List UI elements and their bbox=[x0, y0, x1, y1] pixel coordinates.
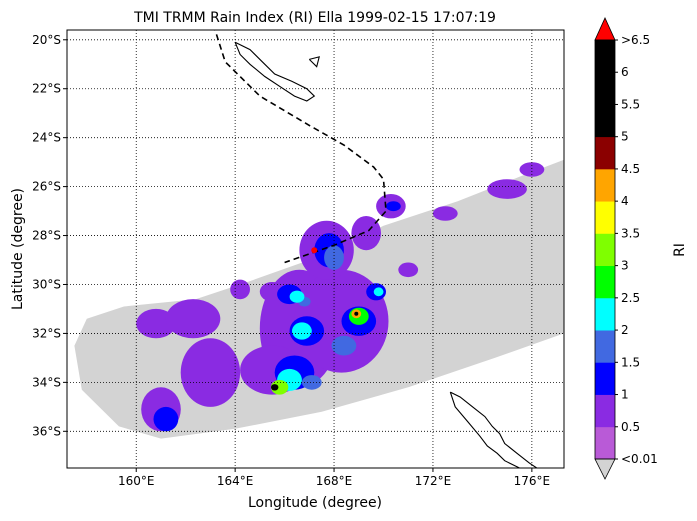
rain-layer bbox=[136, 162, 545, 432]
rain-cell bbox=[153, 406, 179, 432]
x-tick-label: 176°E bbox=[514, 474, 551, 488]
colorbar-under-arrow bbox=[594, 458, 616, 480]
colorbar-tick-label: 0.5 bbox=[621, 420, 640, 434]
y-tick-label: 24°S bbox=[32, 131, 61, 145]
y-axis-ticks: 20°S 22°S 24°S 26°S 28°S 30°S 32°S 34°S 36°S bbox=[32, 33, 67, 438]
y-tick-label: 36°S bbox=[32, 424, 61, 438]
y-tick-label: 20°S bbox=[32, 33, 61, 47]
y-tick-label: 28°S bbox=[32, 229, 61, 243]
rain-cell bbox=[270, 380, 289, 395]
colorbar-over-arrow bbox=[594, 17, 616, 41]
x-tick-label: 160°E bbox=[118, 474, 155, 488]
y-tick-label: 32°S bbox=[32, 326, 61, 340]
storm-track-line bbox=[214, 30, 387, 264]
colorbar-segment bbox=[595, 362, 615, 395]
rain-cell bbox=[487, 179, 527, 199]
rain-cell bbox=[180, 338, 241, 407]
colorbar-segment bbox=[595, 233, 615, 267]
rain-cell bbox=[271, 384, 279, 391]
rain-cell bbox=[136, 308, 176, 339]
colorbar-tick-label: >6.5 bbox=[621, 33, 650, 47]
rain-cell bbox=[324, 245, 344, 270]
rain-cell bbox=[292, 322, 312, 340]
storm-track-layer bbox=[214, 30, 387, 264]
x-axis-label: Longitude (degree) bbox=[248, 495, 382, 511]
rain-cell bbox=[165, 299, 221, 339]
colorbar-segment bbox=[595, 201, 615, 234]
colorbar-tick-label: 4 bbox=[621, 194, 629, 208]
colorbar-segment bbox=[595, 40, 615, 73]
colorbar-segment bbox=[595, 265, 615, 299]
colorbar-tick-label: 6 bbox=[621, 65, 629, 79]
colorbar-frame bbox=[594, 39, 616, 460]
chart-title: TMI TRMM Rain Index (RI) Ella 1999-02-15… bbox=[133, 10, 496, 26]
coastline-loyalty-islands bbox=[308, 56, 320, 68]
colorbar-tick-label: 1 bbox=[621, 388, 629, 402]
storm-position-marker bbox=[311, 247, 318, 254]
colorbar-tick-label: 1.5 bbox=[621, 355, 640, 369]
x-tick-label: 168°E bbox=[316, 474, 353, 488]
colorbar-segment bbox=[595, 330, 615, 363]
colorbar-tick-label: 3.5 bbox=[621, 226, 640, 240]
colorbar-tick-label: 4.5 bbox=[621, 162, 640, 176]
colorbar-segment bbox=[595, 136, 615, 170]
colorbar-segment bbox=[595, 426, 615, 460]
colorbar-segment bbox=[595, 297, 615, 331]
colorbar-tick-label: 2.5 bbox=[621, 291, 640, 305]
rain-cell bbox=[331, 335, 357, 356]
coastline-new-zealand-north bbox=[449, 391, 538, 468]
rain-cell bbox=[398, 262, 419, 278]
colorbar-tick-label: <0.01 bbox=[621, 452, 658, 466]
colorbar-tick-label: 3 bbox=[621, 259, 629, 273]
rain-cell bbox=[301, 375, 322, 390]
rain-cell bbox=[519, 162, 545, 177]
plot-frame bbox=[66, 29, 565, 469]
x-axis-ticks: 160°E 164°E 168°E 172°E 176°E bbox=[118, 468, 550, 488]
x-tick-label: 164°E bbox=[217, 474, 254, 488]
y-tick-label: 34°S bbox=[32, 375, 61, 389]
coastline-new-caledonia bbox=[234, 41, 316, 102]
colorbar-segment bbox=[595, 72, 615, 105]
colorbar-label: RI bbox=[672, 243, 688, 257]
grid-layer bbox=[67, 30, 564, 468]
colorbar-tick-label: 2 bbox=[621, 323, 629, 337]
rain-cell bbox=[354, 311, 359, 316]
y-tick-label: 26°S bbox=[32, 180, 61, 194]
colorbar-segment bbox=[595, 168, 615, 202]
rain-cell bbox=[373, 287, 384, 297]
y-tick-label: 30°S bbox=[32, 277, 61, 291]
rain-cell bbox=[386, 201, 401, 212]
rain-cell bbox=[351, 216, 382, 251]
colorbar-tick-label: 5 bbox=[621, 130, 629, 144]
x-tick-label: 172°E bbox=[415, 474, 452, 488]
colorbar: <0.01 0.5 1 1.5 2 2.5 3 3.5 4 4.5 5 5.5 6 >6.5 bbox=[594, 17, 658, 480]
colorbar-tick-label: 5.5 bbox=[621, 97, 640, 111]
colorbar-segment bbox=[595, 394, 615, 428]
colorbar-segment bbox=[595, 104, 615, 138]
plot-area bbox=[67, 30, 564, 468]
y-tick-label: 22°S bbox=[32, 82, 61, 96]
rain-cell bbox=[432, 206, 458, 221]
rain-cell bbox=[230, 279, 251, 300]
rain-cell bbox=[289, 290, 305, 303]
coastline-layer bbox=[234, 41, 538, 468]
y-axis-label: Latitude (degree) bbox=[10, 188, 26, 310]
